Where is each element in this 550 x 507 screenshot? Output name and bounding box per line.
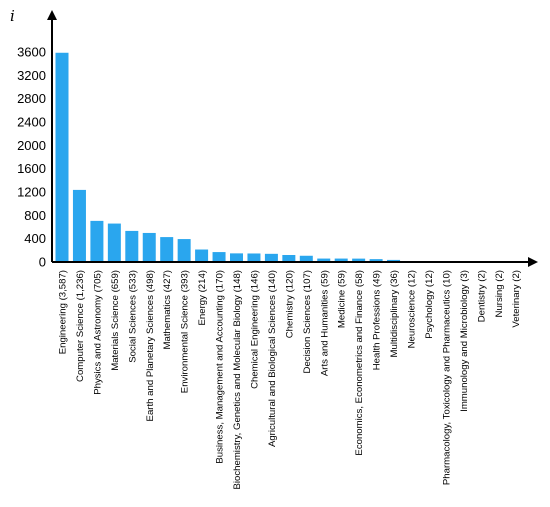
x-category-label: Veterinary (2) bbox=[511, 270, 522, 328]
x-category-label: Immunology and Microbiology (3) bbox=[459, 270, 470, 412]
x-category-label: Energy (214) bbox=[197, 270, 208, 325]
x-category-label: Medicine (59) bbox=[337, 270, 348, 328]
x-category-label: Biochemistry, Genetics and Molecular Bio… bbox=[232, 270, 243, 490]
x-category-label: Engineering (3,587) bbox=[58, 270, 69, 354]
x-category-label: Agricultural and Biological Sciences (14… bbox=[267, 270, 278, 447]
x-category-label: Multidisciplinary (36) bbox=[389, 270, 400, 357]
x-category-label: Decision Sciences (107) bbox=[302, 270, 313, 373]
bar bbox=[352, 258, 366, 262]
bar bbox=[264, 253, 278, 262]
bar bbox=[90, 220, 104, 263]
bar bbox=[317, 258, 331, 262]
bar bbox=[212, 252, 226, 262]
x-category-labels: Engineering (3,587) Computer Science (1,2… bbox=[58, 270, 523, 490]
x-category-label: Physics and Astronomy (705) bbox=[92, 270, 103, 395]
y-tick-label: 3600 bbox=[17, 45, 46, 60]
x-category-label: Pharmacology, Toxicology and Pharmaceuti… bbox=[441, 270, 452, 485]
y-tick-label: 400 bbox=[24, 231, 46, 246]
y-tick-label: 800 bbox=[24, 208, 46, 223]
x-category-label: Arts and Humanities (59) bbox=[319, 270, 330, 376]
bar bbox=[72, 189, 86, 262]
x-axis-arrow bbox=[528, 257, 538, 267]
bar bbox=[195, 249, 209, 262]
y-tick-label: 2400 bbox=[17, 115, 46, 130]
x-category-label: Business, Management and Accounting (170… bbox=[215, 270, 226, 464]
bar bbox=[387, 259, 401, 262]
bar bbox=[177, 239, 191, 262]
x-category-label: Chemistry (120) bbox=[284, 270, 295, 338]
y-axis-arrow bbox=[47, 10, 57, 20]
y-tick-labels: 0 400 800 1200 1600 2000 2400 2800 3200 3600 bbox=[17, 45, 46, 270]
x-category-label: Neuroscience (12) bbox=[407, 270, 418, 348]
x-category-label: Social Sciences (533) bbox=[127, 270, 138, 363]
x-category-label: Health Professions (49) bbox=[372, 270, 383, 370]
x-category-label: Mathematics (427) bbox=[162, 270, 173, 349]
bar bbox=[334, 258, 348, 262]
x-category-label: Chemical Engineering (146) bbox=[249, 270, 260, 389]
bar bbox=[369, 259, 383, 262]
x-category-label: Computer Science (1,236) bbox=[75, 270, 86, 382]
bars-group bbox=[55, 52, 523, 263]
y-tick-label: 2000 bbox=[17, 138, 46, 153]
y-tick-label: 3200 bbox=[17, 68, 46, 83]
bar bbox=[142, 232, 156, 262]
x-category-label: Nursing (2) bbox=[494, 270, 505, 317]
x-category-label: Economics, Econometrics and Finance (58) bbox=[354, 270, 365, 456]
bar bbox=[299, 255, 313, 262]
bar bbox=[282, 255, 296, 262]
bar bbox=[107, 223, 121, 262]
x-category-label: Environmental Science (393) bbox=[180, 270, 191, 393]
y-tick-label: 2800 bbox=[17, 91, 46, 106]
x-category-label: Psychology (12) bbox=[424, 270, 435, 339]
y-tick-label: 0 bbox=[39, 255, 46, 270]
y-tick-label: 1200 bbox=[17, 185, 46, 200]
bar bbox=[247, 253, 261, 262]
bar bbox=[55, 52, 69, 263]
bar bbox=[230, 253, 243, 262]
x-category-label: Materials Science (659) bbox=[110, 270, 121, 371]
bar bbox=[160, 237, 174, 262]
bar bbox=[125, 230, 139, 262]
y-tick-label: 1600 bbox=[17, 161, 46, 176]
y-axis-title: i bbox=[10, 7, 15, 25]
x-category-label: Dentistry (2) bbox=[476, 270, 487, 322]
x-category-label: Earth and Planetary Sciences (498) bbox=[145, 270, 156, 421]
